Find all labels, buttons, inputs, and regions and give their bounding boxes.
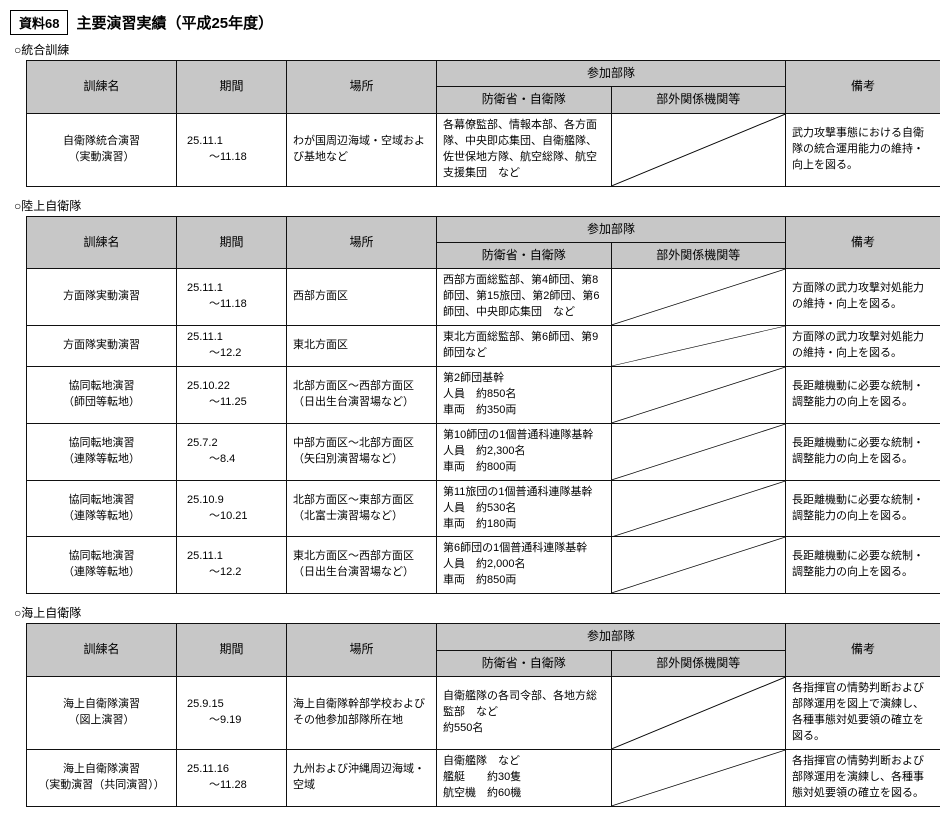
units-self-cell: 第10師団の1個普通科連隊基幹 人員 約2,300名 車両 約800両 [437,423,612,480]
table-row: 協同転地演習 （連隊等転地）25.7.2 ～8.4中部方面区～北部方面区（矢臼別… [27,423,940,480]
table-row: 協同転地演習 （連隊等転地）25.10.9 ～10.21北部方面区～東部方面区（… [27,480,940,537]
column-header: 備考 [786,61,940,114]
table-row: 方面隊実動演習25.11.1 ～11.18西部方面区西部方面総監部、第4師団、第… [27,269,940,326]
section-label: ○統合訓練 [14,41,930,58]
empty-diagonal-cell [611,367,786,424]
units-self-cell: 自衛艦隊 など 艦艇 約30隻 航空機 約60機 [437,749,612,806]
exercise-name-cell: 方面隊実動演習 [27,269,177,326]
column-header: 参加部隊 [437,624,786,650]
column-header: 訓練名 [27,216,177,269]
empty-diagonal-cell [611,326,786,367]
exercise-name-cell: 協同転地演習 （連隊等転地） [27,480,177,537]
period-cell: 25.11.16 ～11.28 [177,749,287,806]
period-cell: 25.9.15 ～9.19 [177,677,287,750]
notes-cell: 各指揮官の情勢判断および部隊運用を図上で演練し、各種事態対処要領の確立を図る。 [786,677,940,750]
empty-diagonal-cell [611,269,786,326]
place-cell: 海上自衛隊幹部学校およびその他参加部隊所在地 [287,677,437,750]
notes-cell: 長距離機動に必要な統制・調整能力の向上を図る。 [786,537,940,594]
empty-diagonal-cell [611,537,786,594]
column-header: 部外関係機関等 [611,650,786,676]
period-cell: 25.11.1 ～12.2 [177,326,287,367]
column-header: 場所 [287,61,437,114]
notes-cell: 長距離機動に必要な統制・調整能力の向上を図る。 [786,423,940,480]
units-self-cell: 各幕僚監部、情報本部、各方面隊、中央即応集団、自衛艦隊、佐世保地方隊、航空総隊、… [437,113,612,186]
table-row: 方面隊実動演習25.11.1 ～12.2東北方面区東北方面総監部、第6師団、第9… [27,326,940,367]
place-cell: 東北方面区～西部方面区（日出生台演習場など） [287,537,437,594]
column-header: 期間 [177,216,287,269]
exercise-name-cell: 海上自衛隊演習 （実動演習（共同演習）） [27,749,177,806]
units-self-cell: 西部方面総監部、第4師団、第8師団、第15旅団、第2師団、第6師団、中央即応集団… [437,269,612,326]
column-header: 参加部隊 [437,216,786,242]
exercise-table: 訓練名期間場所参加部隊備考防衛省・自衛隊部外関係機関等自衛隊統合演習 （実動演習… [26,60,940,187]
exercise-name-cell: 方面隊実動演習 [27,326,177,367]
column-header: 参加部隊 [437,61,786,87]
table-row: 協同転地演習 （師団等転地）25.10.22 ～11.25北部方面区～西部方面区… [27,367,940,424]
notes-cell: 武力攻撃事態における自衛隊の統合運用能力の維持・向上を図る。 [786,113,940,186]
exercise-name-cell: 協同転地演習 （師団等転地） [27,367,177,424]
empty-diagonal-cell [611,113,786,186]
empty-diagonal-cell [611,677,786,750]
notes-cell: 方面隊の武力攻撃対処能力の維持・向上を図る。 [786,326,940,367]
exercise-table: 訓練名期間場所参加部隊備考防衛省・自衛隊部外関係機関等方面隊実動演習25.11.… [26,216,940,595]
period-cell: 25.10.9 ～10.21 [177,480,287,537]
place-cell: 北部方面区～東部方面区（北富士演習場など） [287,480,437,537]
column-header: 場所 [287,216,437,269]
place-cell: 東北方面区 [287,326,437,367]
table-row: 協同転地演習 （連隊等転地）25.11.1 ～12.2東北方面区～西部方面区（日… [27,537,940,594]
empty-diagonal-cell [611,480,786,537]
exercise-name-cell: 協同転地演習 （連隊等転地） [27,537,177,594]
column-header: 部外関係機関等 [611,242,786,268]
units-self-cell: 第6師団の1個普通科連隊基幹 人員 約2,000名 車両 約850両 [437,537,612,594]
document-title-row: 資料68 主要演習実績（平成25年度） [10,10,930,35]
section-label: ○海上自衛隊 [14,604,930,621]
notes-cell: 各指揮官の情勢判断および部隊運用を演練し、各種事態対処要領の確立を図る。 [786,749,940,806]
period-cell: 25.7.2 ～8.4 [177,423,287,480]
column-header: 場所 [287,624,437,677]
exercise-name-cell: 海上自衛隊演習 （図上演習） [27,677,177,750]
column-header: 備考 [786,624,940,677]
period-cell: 25.10.22 ～11.25 [177,367,287,424]
column-header: 防衛省・自衛隊 [437,650,612,676]
table-row: 海上自衛隊演習 （図上演習）25.9.15 ～9.19海上自衛隊幹部学校およびそ… [27,677,940,750]
notes-cell: 長距離機動に必要な統制・調整能力の向上を図る。 [786,367,940,424]
units-self-cell: 自衛艦隊の各司令部、各地方総監部 など 約550名 [437,677,612,750]
empty-diagonal-cell [611,423,786,480]
column-header: 部外関係機関等 [611,87,786,113]
place-cell: 北部方面区～西部方面区（日出生台演習場など） [287,367,437,424]
exercise-table: 訓練名期間場所参加部隊備考防衛省・自衛隊部外関係機関等海上自衛隊演習 （図上演習… [26,623,940,806]
exercise-name-cell: 自衛隊統合演習 （実動演習） [27,113,177,186]
period-cell: 25.11.1 ～11.18 [177,269,287,326]
document-title: 主要演習実績（平成25年度） [76,12,273,33]
column-header: 訓練名 [27,624,177,677]
units-self-cell: 東北方面総監部、第6師団、第9師団など [437,326,612,367]
column-header: 防衛省・自衛隊 [437,242,612,268]
table-row: 海上自衛隊演習 （実動演習（共同演習））25.11.16 ～11.28九州および… [27,749,940,806]
empty-diagonal-cell [611,749,786,806]
column-header: 期間 [177,61,287,114]
column-header: 備考 [786,216,940,269]
column-header: 期間 [177,624,287,677]
notes-cell: 方面隊の武力攻撃対処能力の維持・向上を図る。 [786,269,940,326]
place-cell: 中部方面区～北部方面区（矢臼別演習場など） [287,423,437,480]
units-self-cell: 第11旅団の1個普通科連隊基幹 人員 約530名 車両 約180両 [437,480,612,537]
reference-tag: 資料68 [10,10,68,35]
section-label: ○陸上自衛隊 [14,197,930,214]
place-cell: 九州および沖縄周辺海域・空域 [287,749,437,806]
exercise-name-cell: 協同転地演習 （連隊等転地） [27,423,177,480]
column-header: 訓練名 [27,61,177,114]
notes-cell: 長距離機動に必要な統制・調整能力の向上を図る。 [786,480,940,537]
column-header: 防衛省・自衛隊 [437,87,612,113]
period-cell: 25.11.1 ～12.2 [177,537,287,594]
table-row: 自衛隊統合演習 （実動演習）25.11.1 ～11.18わが国周辺海域・空域およ… [27,113,940,186]
place-cell: 西部方面区 [287,269,437,326]
place-cell: わが国周辺海域・空域および基地など [287,113,437,186]
period-cell: 25.11.1 ～11.18 [177,113,287,186]
units-self-cell: 第2師団基幹 人員 約850名 車両 約350両 [437,367,612,424]
sections-container: ○統合訓練訓練名期間場所参加部隊備考防衛省・自衛隊部外関係機関等自衛隊統合演習 … [10,41,930,807]
